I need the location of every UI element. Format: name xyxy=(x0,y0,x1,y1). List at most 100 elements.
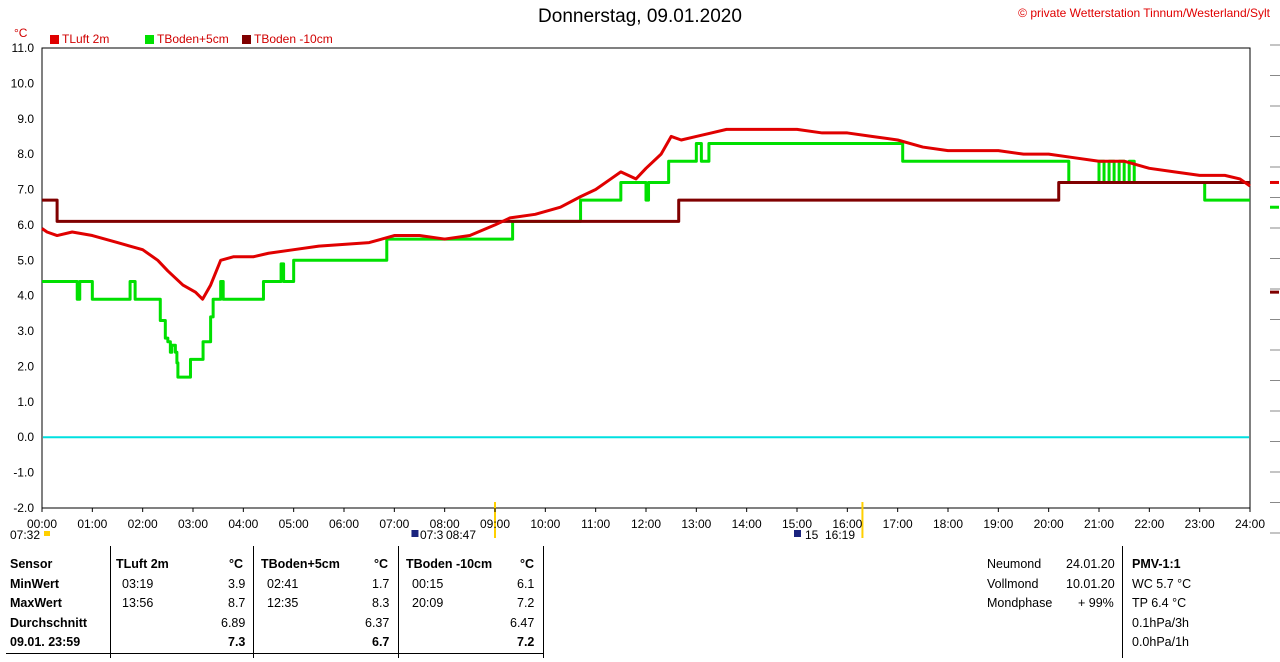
pmv-wc: WC 5.7 °C xyxy=(1132,577,1192,591)
min-time: 02:41 xyxy=(267,577,299,591)
moon-new-label: Neumond xyxy=(987,557,1042,571)
moon-new-date: 24.01.20 xyxy=(1066,557,1115,571)
current-value: 7.3 xyxy=(228,635,246,649)
x-tick-label: 09:00 xyxy=(480,517,510,531)
x-tick-label: 17:00 xyxy=(883,517,913,531)
series-line-3 xyxy=(42,180,1250,223)
y-axis-unit: °C xyxy=(14,26,28,40)
y-tick-label: 5.0 xyxy=(17,253,34,267)
y-tick-label: 6.0 xyxy=(17,218,34,232)
sunset-icon xyxy=(794,530,801,537)
x-tick-label: 04:00 xyxy=(228,517,258,531)
temperature-chart: 11.0 10.0 9.0 8.0 7.0 6.0 5.0 4.0 3.0 2.0 1.0 0.0 -1… xyxy=(11,41,1280,538)
sunset-marker: 15 xyxy=(805,528,819,542)
sunrise-time: 08:47 xyxy=(446,528,477,542)
sunrise-icon xyxy=(411,530,419,537)
min-value: 3.9 xyxy=(228,577,246,591)
pmv-pressure-1h: 0.0hPa/1h xyxy=(1132,635,1189,649)
table-divider xyxy=(398,546,399,658)
sunset-time: 16:19 xyxy=(825,528,856,542)
moon-phase-label: Mondphase xyxy=(987,596,1053,610)
legend-item-tboden5: TBoden+5cm xyxy=(145,32,229,46)
y-tick-label: 11.0 xyxy=(12,41,35,55)
chart-series xyxy=(41,127,1279,538)
x-tick-label: 24:00 xyxy=(1235,517,1265,531)
table-divider xyxy=(110,546,111,658)
x-tick-label: 07:00 xyxy=(379,517,409,531)
row-label-current: 09.01. 23:59 xyxy=(10,635,81,649)
max-value: 7.2 xyxy=(517,596,535,610)
legend-label: TBoden+5cm xyxy=(157,32,229,46)
moon-full-label: Vollmond xyxy=(987,577,1039,591)
y-tick-label: 4.0 xyxy=(17,289,34,303)
col-unit: °C xyxy=(229,557,244,571)
legend-item-tboden10: TBoden -10cm xyxy=(242,32,333,46)
legend-label: TLuft 2m xyxy=(62,32,110,46)
x-tick-label: 01:00 xyxy=(77,517,107,531)
y-tick-label: 8.0 xyxy=(17,147,34,161)
table-divider xyxy=(543,546,544,658)
y-tick-label: 2.0 xyxy=(17,359,34,373)
x-tick-label: 12:00 xyxy=(631,517,661,531)
table-divider xyxy=(253,546,254,658)
y-tick-label: 1.0 xyxy=(17,395,34,409)
max-time: 12:35 xyxy=(267,596,299,610)
y-tick-label: 10.0 xyxy=(11,76,35,90)
x-tick-label: 16:00 xyxy=(832,517,862,531)
pmv-pressure-3h: 0.1hPa/3h xyxy=(1132,616,1189,630)
x-tick-label: 03:00 xyxy=(178,517,208,531)
y-tick-label: 9.0 xyxy=(17,112,34,126)
chart-axes xyxy=(41,44,1280,534)
y-tick-label: -2.0 xyxy=(13,501,34,515)
sunrise-marker: 07:3 xyxy=(420,528,444,542)
row-label-avg: Durchschnitt xyxy=(10,616,88,630)
x-tick-label: 13:00 xyxy=(681,517,711,531)
legend-swatch-icon xyxy=(145,35,154,44)
y-tick-label: 0.0 xyxy=(17,430,34,444)
avg-value: 6.89 xyxy=(221,616,246,630)
legend-swatch-icon xyxy=(242,35,251,44)
x-tick-label: 08:00 xyxy=(430,517,460,531)
legend-label: TBoden -10cm xyxy=(254,32,333,46)
y-tick-label: 7.0 xyxy=(17,183,34,197)
min-value: 6.1 xyxy=(517,577,535,591)
legend-swatch-icon xyxy=(50,35,59,44)
moon-phase-value: + 99% xyxy=(1078,596,1114,610)
min-value: 1.7 xyxy=(372,577,390,591)
row-label-max: MaxWert xyxy=(10,596,62,610)
x-tick-label: 00:00 xyxy=(27,517,57,531)
table-bottom-line xyxy=(6,653,543,654)
col-header: TBoden -10cm xyxy=(406,557,493,571)
avg-value: 6.37 xyxy=(365,616,390,630)
current-value: 6.7 xyxy=(372,635,390,649)
x-tick-label: 22:00 xyxy=(1134,517,1164,531)
max-value: 8.7 xyxy=(228,596,246,610)
col-unit: °C xyxy=(520,557,535,571)
max-time: 13:56 xyxy=(122,596,154,610)
current-value: 7.2 xyxy=(517,635,535,649)
chart-title: Donnerstag, 09.01.2020 xyxy=(538,6,742,27)
table-divider xyxy=(1122,546,1123,658)
row-label-sensor: Sensor xyxy=(10,557,53,571)
x-tick-label: 06:00 xyxy=(329,517,359,531)
col-unit: °C xyxy=(374,557,389,571)
copyright-label: © private Wetterstation Tinnum/Westerlan… xyxy=(1018,6,1270,20)
x-tick-label: 20:00 xyxy=(1034,517,1064,531)
col-header: TLuft 2m xyxy=(116,557,169,571)
moon-full-date: 10.01.20 xyxy=(1066,577,1115,591)
x-tick-label: 23:00 xyxy=(1185,517,1215,531)
y-tick-label: 3.0 xyxy=(17,324,34,338)
col-header: TBoden+5cm xyxy=(261,557,340,571)
pmv-title: PMV-1:1 xyxy=(1132,557,1181,571)
x-tick-label: 02:00 xyxy=(128,517,158,531)
sunrise-label: 07:32 xyxy=(10,528,41,542)
legend-item-tluft: TLuft 2m xyxy=(50,32,109,46)
plot-area xyxy=(41,47,1251,509)
x-tick-label: 11:00 xyxy=(581,517,610,531)
x-tick-label: 18:00 xyxy=(933,517,963,531)
sun-dot-icon xyxy=(44,531,50,536)
y-tick-label: -1.0 xyxy=(13,466,34,480)
x-tick-label: 19:00 xyxy=(983,517,1013,531)
avg-value: 6.47 xyxy=(510,616,535,630)
x-tick-label: 21:00 xyxy=(1084,517,1114,531)
